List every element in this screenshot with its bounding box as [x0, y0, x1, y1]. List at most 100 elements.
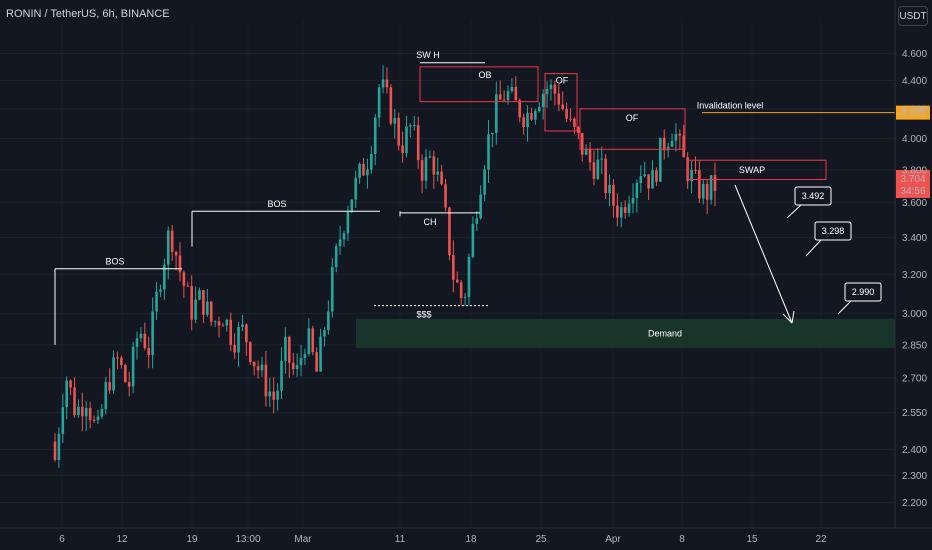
price-tick-label: 2.550 — [902, 408, 927, 419]
candle-body — [190, 285, 193, 320]
candle-body — [616, 205, 619, 218]
order-block-box — [419, 66, 539, 103]
candle-body — [338, 239, 342, 247]
price-tick-label: 4.600 — [902, 49, 927, 60]
candles — [53, 65, 717, 468]
candle-body — [701, 183, 705, 199]
candle-body — [350, 199, 354, 213]
candle-body — [186, 285, 190, 287]
candle-body — [233, 344, 236, 353]
candle-body — [420, 160, 424, 181]
candle-body — [561, 104, 564, 109]
time-tick-label: 15 — [746, 534, 758, 545]
price-tick-label: 2.400 — [902, 445, 927, 456]
candle-body — [163, 264, 166, 290]
projection-arrowhead-a — [782, 313, 793, 324]
candle-body — [65, 380, 69, 408]
candle-body — [225, 319, 229, 326]
ch-label: CH — [424, 217, 437, 227]
candle-body — [510, 86, 514, 92]
time-tick-label: 13:00 — [235, 534, 260, 545]
candle-body — [143, 333, 147, 349]
demand-zone: Demand — [356, 318, 895, 349]
candle-body — [694, 169, 697, 171]
candle-body — [284, 336, 287, 361]
candle-body — [81, 406, 84, 417]
candle-body — [334, 246, 338, 268]
candle-body — [565, 108, 568, 119]
candle-body — [166, 230, 170, 265]
candle-body — [96, 416, 100, 421]
candle-body — [373, 117, 377, 155]
price-axis[interactable]: 4.600 4.400 4.200 4.000 3.800 3.600 3.400 3.200… — [894, 0, 927, 528]
candle-body — [651, 170, 654, 189]
time-tick-label: 18 — [465, 534, 477, 545]
candle-body — [475, 218, 479, 224]
candle-body — [428, 156, 432, 158]
demand-label: Demand — [648, 328, 682, 338]
target-callout-box — [814, 221, 852, 241]
candle-body — [397, 117, 400, 146]
price-tick-label: 3.600 — [902, 198, 927, 209]
candle-body — [245, 324, 248, 343]
currency-button[interactable]: USDT — [898, 6, 928, 26]
time-tick-label: 19 — [186, 534, 198, 545]
invalidation-price-tag — [896, 105, 930, 120]
candle-body — [577, 127, 580, 133]
candle-body — [342, 233, 346, 240]
candle-body — [69, 380, 72, 388]
candle-body — [381, 79, 385, 88]
candle-body — [463, 296, 467, 298]
candle-body — [256, 366, 260, 371]
candle-body — [104, 382, 108, 410]
candle-body — [471, 223, 475, 257]
candle-body — [174, 251, 178, 256]
time-tick-label: 22 — [815, 534, 827, 545]
price-tick-label: 3.000 — [902, 309, 927, 320]
candle-body — [619, 207, 623, 218]
price-tick-label: 3.400 — [902, 233, 927, 244]
time-axis[interactable]: 6 12 19 13:00 Mar 11 18 25 Apr 8 15 22 — [0, 527, 932, 545]
candle-body — [444, 184, 447, 208]
candle-body — [53, 441, 57, 461]
candle-body — [116, 357, 119, 359]
price-tick-label: 2.850 — [902, 340, 927, 351]
last-price-label: 3.704 — [900, 174, 925, 185]
candle-body — [393, 117, 397, 124]
candle-body — [514, 86, 518, 101]
projection-arrowhead-b — [791, 310, 795, 324]
candle-body — [612, 184, 615, 206]
candle-body — [518, 100, 522, 118]
candle-body — [330, 267, 334, 312]
candle-body — [537, 107, 541, 112]
candle-body — [659, 137, 662, 182]
candle-body — [502, 99, 506, 101]
candle-body — [198, 290, 201, 300]
candle-body — [491, 132, 494, 135]
candle-body — [459, 282, 463, 298]
candle-body — [635, 183, 639, 198]
price-tick-label: 2.700 — [902, 373, 927, 384]
swap-label: SWAP — [739, 165, 765, 175]
candle-body — [596, 159, 600, 179]
candle-body — [467, 256, 471, 297]
target-label-1: 3.492 — [802, 191, 825, 201]
candle-body — [170, 230, 174, 252]
candle-body — [534, 111, 537, 120]
order-flow-label-1: OF — [556, 76, 569, 86]
candle-body — [327, 311, 330, 331]
price-tick-label: 2.200 — [902, 498, 927, 509]
candle-body — [182, 272, 186, 286]
invalidation-price-label: 4.174 — [900, 108, 925, 119]
candle-body — [346, 212, 350, 234]
candle-body — [303, 354, 307, 359]
swap-box — [687, 159, 827, 180]
time-tick-label: 11 — [395, 534, 406, 545]
price-tick-label: 4.400 — [902, 76, 927, 87]
candle-body — [127, 382, 131, 387]
candle-body — [569, 118, 572, 120]
candle-body — [436, 171, 440, 175]
candle-body — [311, 328, 315, 353]
